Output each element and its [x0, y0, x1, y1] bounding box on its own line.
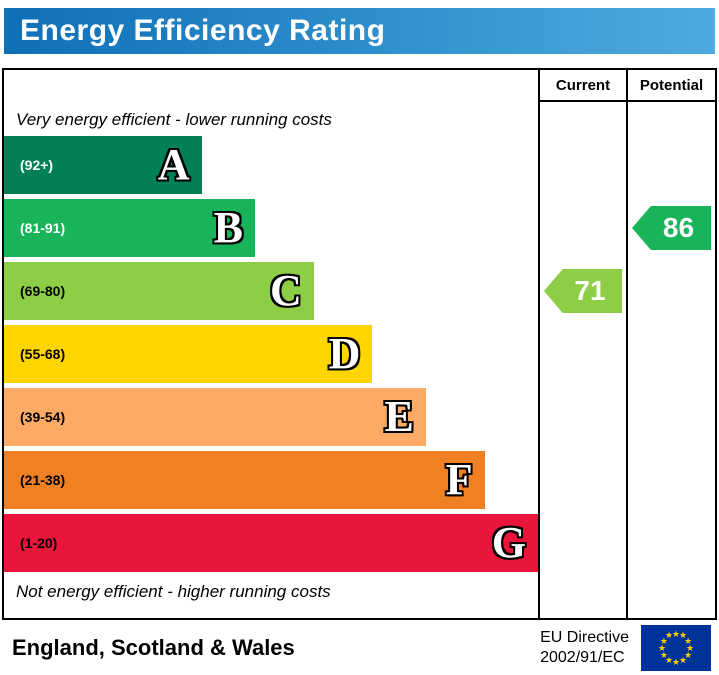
eu-flag-star: ★ [678, 630, 688, 641]
eu-directive-text: EU Directive 2002/91/EC [540, 628, 629, 668]
band-letter: E [384, 392, 414, 441]
eu-flag: ★ ★ ★ ★ ★ ★ ★ ★ ★ ★ ★ ★ [641, 624, 711, 671]
eu-flag-star: ★ [659, 635, 668, 646]
band-letter: C [269, 266, 302, 315]
footer-region-label: England, Scotland & Wales [12, 634, 295, 660]
bands-container: (92+) A (81-91) B (69-80) C (55-68) D (3… [4, 136, 538, 572]
band-range-label: (81-91) [20, 220, 66, 236]
eu-flag-star: ★ [684, 635, 693, 646]
rating-band: (1-20) G [4, 514, 538, 572]
band-range-label: (92+) [20, 157, 54, 173]
eu-flag-star: ★ [671, 628, 681, 639]
eu-flag-star: ★ [657, 642, 667, 653]
eu-flag-star: ★ [684, 649, 693, 660]
bands-area: Very energy efficient - lower running co… [4, 102, 538, 618]
eu-flag-star: ★ [664, 630, 674, 641]
band-range-label: (1-20) [20, 535, 58, 551]
current-rating-value: 71 [574, 275, 606, 306]
eu-directive-line1: EU Directive [540, 628, 629, 646]
caption-bottom: Not energy efficient - higher running co… [16, 582, 331, 601]
rating-band: (81-91) B [4, 199, 255, 257]
header-spacer [4, 70, 538, 102]
current-rating-arrow: 71 [544, 269, 622, 313]
potential-rating-value: 86 [662, 212, 695, 243]
current-column-body: 71 [538, 102, 626, 618]
footer: England, Scotland & Wales EU Directive 2… [0, 620, 719, 675]
eu-directive-line2: 2002/91/EC [540, 648, 625, 666]
eu-flag-star: ★ [678, 654, 688, 665]
caption-top: Very energy efficient - lower running co… [16, 110, 332, 129]
band-range-label: (55-68) [20, 346, 66, 362]
rating-band: (92+) A [4, 136, 202, 194]
rating-band: (55-68) D [4, 325, 373, 383]
band-letter: D [328, 329, 361, 378]
potential-column-header: Potential [626, 70, 715, 102]
eu-flag-star: ★ [685, 642, 695, 653]
footer-right-group: EU Directive 2002/91/EC ★ ★ ★ ★ ★ ★ ★ ★ ★ ★ ★ ★ [540, 624, 711, 671]
band-letter: B [213, 203, 243, 252]
potential-rating-arrow: 86 [632, 206, 711, 250]
band-range-label: (69-80) [20, 283, 66, 299]
band-letter: A [157, 140, 190, 189]
page-title: Energy Efficiency Rating [20, 14, 386, 47]
rating-band: (69-80) C [4, 262, 314, 320]
energy-rating-chart: Current Potential Very energy efficient … [2, 68, 717, 620]
band-range-label: (39-54) [20, 409, 66, 425]
eu-flag-star: ★ [664, 654, 674, 665]
band-range-label: (21-38) [20, 472, 66, 488]
band-letter: F [445, 455, 473, 504]
current-column-header: Current [538, 70, 626, 102]
potential-column-body: 86 [626, 102, 715, 618]
header-banner: Energy Efficiency Rating [4, 8, 715, 54]
eu-flag-star: ★ [671, 656, 681, 667]
rating-band: (39-54) E [4, 388, 426, 446]
eu-flag-star: ★ [659, 649, 668, 660]
band-letter: G [491, 518, 526, 567]
rating-band: (21-38) F [4, 451, 485, 509]
